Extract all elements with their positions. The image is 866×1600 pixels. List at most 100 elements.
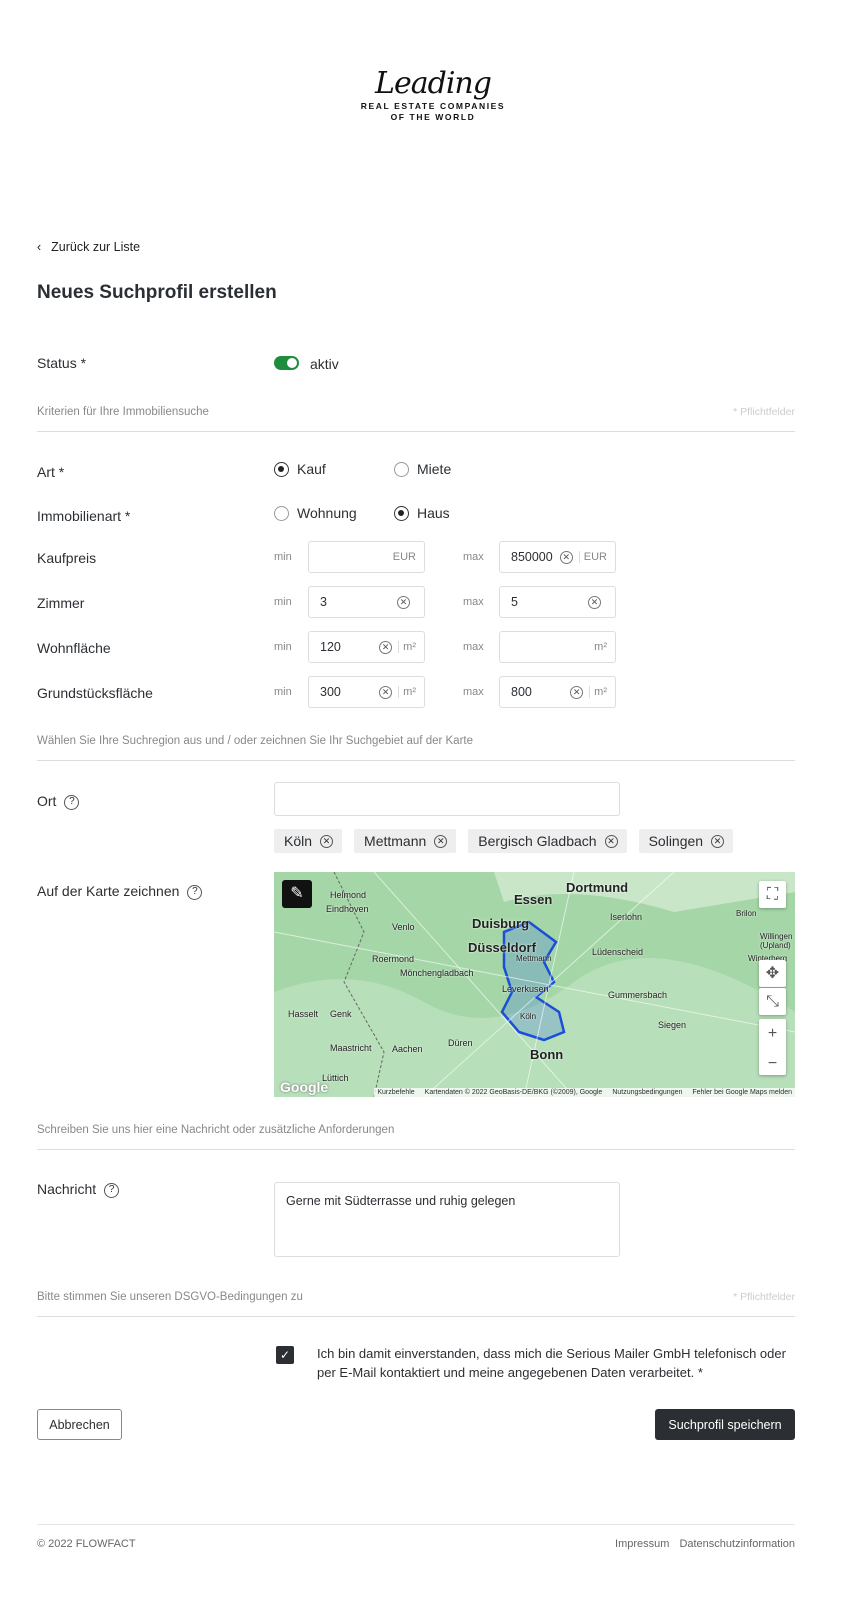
max-input[interactable]: 5 ✕ <box>499 586 616 618</box>
min-label: min <box>274 686 292 698</box>
clear-icon[interactable]: ✕ <box>588 595 601 609</box>
fullscreen-icon[interactable]: ⛶ <box>759 881 786 908</box>
map-city-label: Dortmund <box>566 880 629 895</box>
map-city-label: Mettmann <box>516 954 552 963</box>
art-label: Art * <box>37 464 65 480</box>
help-icon: ? <box>104 1182 120 1198</box>
radio-haus[interactable]: Haus <box>394 505 450 521</box>
map-city-label: Aachen <box>392 1044 423 1054</box>
max-label: max <box>463 686 484 698</box>
remove-icon[interactable]: ✕ <box>604 834 618 848</box>
status-label: Status * <box>37 355 87 371</box>
max-label: max <box>463 641 484 653</box>
google-logo: Google <box>280 1079 329 1095</box>
privacy-link[interactable]: Datenschutzinformation <box>679 1538 795 1550</box>
map-city-label: Siegen <box>658 1020 687 1030</box>
back-link[interactable]: ‹ Zurück zur Liste <box>37 240 141 254</box>
min-input[interactable]: 3 ✕ <box>308 586 425 618</box>
ort-input[interactable] <box>274 782 620 816</box>
dsgvo-section: Bitte stimmen Sie unseren DSGVO-Bedingun… <box>37 1291 795 1317</box>
cancel-button[interactable]: Abbrechen <box>37 1409 122 1440</box>
map-city-label: Düsseldorf <box>468 940 536 955</box>
ort-chips: Köln ✕ Mettmann ✕ Bergisch Gladbach ✕ Solin… <box>274 829 734 853</box>
map-city-label: Brilon <box>736 909 757 918</box>
clear-icon[interactable]: ✕ <box>379 640 393 654</box>
max-label: max <box>463 551 484 563</box>
map-city-label: Duisburg <box>472 916 530 931</box>
message-section: Schreiben Sie uns hier eine Nachricht od… <box>37 1124 795 1150</box>
map-city-label: Iserlohn <box>610 912 643 922</box>
logo: Leading REAL ESTATE COMPANIES OF THE WOR… <box>360 66 506 122</box>
status-value: aktiv <box>310 356 339 372</box>
map[interactable]: Dortmund Essen Duisburg Düsseldorf Iserlohn L… <box>274 872 795 1097</box>
ort-label: Ort? <box>37 793 80 810</box>
min-label: min <box>274 596 292 608</box>
page-title: Neues Suchprofil erstellen <box>37 282 277 303</box>
map-city-label: Hasselt <box>288 1009 319 1019</box>
min-input[interactable]: 300 ✕ m² <box>308 676 425 708</box>
chip-solingen: Solingen ✕ <box>638 829 734 853</box>
remove-icon[interactable]: ✕ <box>434 834 448 848</box>
clear-icon[interactable]: ✕ <box>570 685 584 699</box>
draw-pencil-icon[interactable]: ✎ <box>282 880 312 908</box>
map-city-label: Mönchengladbach <box>400 968 474 978</box>
remove-icon[interactable]: ✕ <box>320 834 334 848</box>
radio-miete[interactable]: Miete <box>394 461 451 477</box>
map-city-label: Lüdenscheid <box>592 947 644 957</box>
map-city-label: Winterberg <box>748 954 788 963</box>
chip-bergisch-gladbach: Bergisch Gladbach ✕ <box>468 829 627 853</box>
status-toggle[interactable] <box>274 356 299 370</box>
map-city-label: Köln <box>520 1012 537 1021</box>
min-label: min <box>274 641 292 653</box>
chevron-left-icon: ‹ <box>37 240 42 254</box>
min-input[interactable]: 120 ✕ m² <box>308 631 425 663</box>
map-city-label: Leverkusen <box>502 984 549 994</box>
clear-icon[interactable]: ✕ <box>397 595 410 609</box>
map-city-label: Willingen (Upland) <box>760 932 793 950</box>
pan-icon[interactable]: ✥ <box>759 960 786 987</box>
consent-text: Ich bin damit einverstanden, dass mich d… <box>317 1346 786 1380</box>
map-city-label: Bonn <box>530 1047 564 1062</box>
nachricht-label: Nachricht? <box>37 1181 120 1198</box>
range-label: Zimmer <box>37 595 85 611</box>
max-label: max <box>463 596 484 608</box>
footer: © 2022 FLOWFACT Impressum Datenschutzinfo… <box>37 1524 795 1550</box>
chip-koeln: Köln ✕ <box>274 829 343 853</box>
map-city-label: Venlo <box>392 922 415 932</box>
remove-icon[interactable]: ✕ <box>711 834 725 848</box>
zoom-in-icon[interactable]: + <box>767 1025 778 1042</box>
consent-checkbox[interactable]: ✓ <box>276 1346 294 1364</box>
radio-wohnung[interactable]: Wohnung <box>274 505 357 521</box>
immobilienart-label: Immobilienart * <box>37 508 131 524</box>
map-city-label: Essen <box>514 892 553 907</box>
min-label: min <box>274 551 292 563</box>
fit-bounds-icon[interactable]: ⤡ <box>759 988 786 1015</box>
map-city-label: Eindhoven <box>326 904 369 914</box>
map-city-label: Düren <box>448 1038 473 1048</box>
map-city-label: Roermond <box>372 954 415 964</box>
map-city-label: Helmond <box>330 890 367 900</box>
max-input[interactable]: 800 ✕ m² <box>499 676 616 708</box>
radio-kauf[interactable]: Kauf <box>274 461 326 477</box>
map-attribution: Kurzbefehle Kartendaten © 2022 GeoBasis-D… <box>374 1088 795 1097</box>
map-city-label: Genk <box>330 1009 352 1019</box>
map-city-label: Maastricht <box>330 1043 372 1053</box>
map-label: Auf der Karte zeichnen? <box>37 883 203 900</box>
min-input[interactable]: EUR <box>308 541 425 573</box>
impressum-link[interactable]: Impressum <box>615 1538 670 1550</box>
help-icon: ? <box>187 884 203 900</box>
nachricht-textarea[interactable]: Gerne mit Südterrasse und ruhig gelegen <box>274 1182 620 1257</box>
criteria-section: Kriterien für Ihre Immobiliensuche * Pfli… <box>37 406 795 432</box>
range-label: Wohnfläche <box>37 640 111 656</box>
zoom-out-icon[interactable]: − <box>767 1055 778 1072</box>
clear-icon[interactable]: ✕ <box>379 685 393 699</box>
zoom-controls: + − <box>759 1019 786 1075</box>
save-button[interactable]: Suchprofil speichern <box>655 1409 795 1440</box>
chip-mettmann: Mettmann ✕ <box>354 829 457 853</box>
clear-icon[interactable]: ✕ <box>559 550 573 564</box>
help-icon: ? <box>64 794 80 810</box>
map-city-label: Lüttich <box>322 1073 349 1083</box>
map-city-label: Gummersbach <box>608 990 668 1000</box>
max-input[interactable]: 850000 ✕ EUR <box>499 541 616 573</box>
max-input[interactable]: m² <box>499 631 616 663</box>
